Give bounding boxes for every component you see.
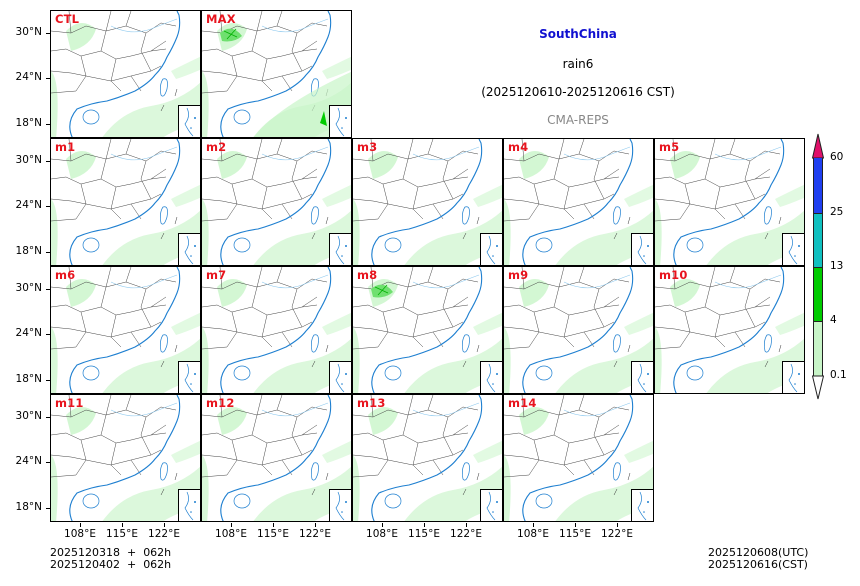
- valid-time-info: 2025120608(UTC) 2025120616(CST): [708, 546, 809, 571]
- panel-label: m12: [206, 396, 235, 410]
- panel-label: m4: [508, 140, 529, 154]
- panel-label: CTL: [55, 12, 80, 26]
- panel-label: m9: [508, 268, 529, 282]
- map-panel-m12: m12: [201, 394, 352, 522]
- panel-label: m3: [357, 140, 378, 154]
- panel-label: m5: [659, 140, 680, 154]
- x-tick-label: 122°E: [592, 523, 642, 540]
- colorbar-label-60: 60: [830, 151, 844, 163]
- chart-subtitle-source: CMA-REPS: [547, 113, 609, 127]
- panel-label: m11: [55, 396, 84, 410]
- panel-label: m14: [508, 396, 537, 410]
- y-tick-label: 24°N: [2, 455, 50, 467]
- south-china-sea-inset: [631, 361, 653, 393]
- south-china-sea-inset: [782, 361, 804, 393]
- x-tick-label: 122°E: [441, 523, 491, 540]
- colorbar-seg-25-60: [814, 158, 822, 213]
- colorbar-label-0.1: 0.1: [830, 369, 847, 381]
- map-panel-m10: m10: [654, 266, 805, 394]
- init-line-1: 2025120318 + 062h: [50, 546, 172, 559]
- panel-label: MAX: [206, 12, 236, 26]
- south-china-sea-inset: [480, 489, 502, 521]
- panel-label: m1: [55, 140, 76, 154]
- y-tick-label: 18°N: [2, 501, 50, 513]
- panel-label: m13: [357, 396, 386, 410]
- y-tick-label: 30°N: [2, 282, 50, 294]
- panel-label: m10: [659, 268, 688, 282]
- y-tick-label: 24°N: [2, 199, 50, 211]
- y-tick-label: 30°N: [2, 26, 50, 38]
- map-panel-m4: m4: [503, 138, 654, 266]
- map-panel-m6: m6: [50, 266, 201, 394]
- x-tick-label: 108°E: [357, 523, 407, 540]
- init-time-info: 2025120318 + 062h 2025120402 + 062h: [50, 547, 171, 571]
- panel-label: m6: [55, 268, 76, 282]
- map-panel-m11: m11: [50, 394, 201, 522]
- x-tick-label: 122°E: [290, 523, 340, 540]
- colorbar-under-arrow: [812, 375, 824, 400]
- colorbar-label-4: 4: [830, 314, 837, 326]
- map-panel-max: MAX: [201, 10, 352, 138]
- south-china-sea-inset: [631, 233, 653, 265]
- map-panel-m14: m14: [503, 394, 654, 522]
- x-tick-label: 115°E: [97, 523, 147, 540]
- x-tick-label: 122°E: [139, 523, 189, 540]
- map-panel-m9: m9: [503, 266, 654, 394]
- x-tick-label: 115°E: [248, 523, 298, 540]
- x-tick-label: 108°E: [55, 523, 105, 540]
- colorbar-seg-0.1-4: [814, 321, 822, 376]
- chart-title-period: (2025120610-2025120616 CST): [481, 85, 675, 99]
- colorbar-body: [813, 158, 823, 376]
- valid-utc: 2025120608(UTC): [708, 546, 809, 559]
- map-panel-m2: m2: [201, 138, 352, 266]
- south-china-sea-inset: [480, 233, 502, 265]
- south-china-sea-inset: [329, 233, 351, 265]
- colorbar-over-arrow: [812, 133, 824, 159]
- colorbar-seg-4-13: [814, 267, 822, 321]
- valid-cst: 2025120616(CST): [708, 558, 808, 571]
- y-tick-label: 18°N: [2, 117, 50, 129]
- south-china-sea-inset: [329, 489, 351, 521]
- map-panel-ctl: CTL: [50, 10, 201, 138]
- map-panel-m3: m3: [352, 138, 503, 266]
- colorbar-label-25: 25: [830, 206, 844, 218]
- chart-title-variable: rain6: [562, 57, 594, 71]
- south-china-sea-inset: [178, 105, 200, 137]
- map-m8: [353, 267, 502, 393]
- panel-label: m8: [357, 268, 378, 282]
- y-tick-label: 30°N: [2, 410, 50, 422]
- x-tick-label: 115°E: [399, 523, 449, 540]
- south-china-sea-inset: [178, 361, 200, 393]
- chart-title-region: SouthChina: [539, 27, 617, 41]
- south-china-sea-inset: [329, 105, 351, 137]
- panel-label: m7: [206, 268, 227, 282]
- south-china-sea-inset: [178, 489, 200, 521]
- panel-label: m2: [206, 140, 227, 154]
- x-tick-label: 108°E: [508, 523, 558, 540]
- south-china-sea-inset: [480, 361, 502, 393]
- y-tick-label: 30°N: [2, 154, 50, 166]
- south-china-sea-inset: [329, 361, 351, 393]
- map-panel-m13: m13: [352, 394, 503, 522]
- y-tick-label: 24°N: [2, 327, 50, 339]
- y-tick-label: 18°N: [2, 245, 50, 257]
- y-tick-label: 24°N: [2, 71, 50, 83]
- map-panel-m5: m5: [654, 138, 805, 266]
- south-china-sea-inset: [178, 233, 200, 265]
- init-line-2: 2025120402 + 062h: [50, 558, 172, 571]
- x-tick-label: 115°E: [550, 523, 600, 540]
- colorbar-label-13: 13: [830, 260, 844, 272]
- south-china-sea-inset: [782, 233, 804, 265]
- map-panel-m1: m1: [50, 138, 201, 266]
- map-panel-m8: m8: [352, 266, 503, 394]
- map-max: [202, 11, 351, 137]
- y-tick-label: 18°N: [2, 373, 50, 385]
- x-tick-label: 108°E: [206, 523, 256, 540]
- map-panel-m7: m7: [201, 266, 352, 394]
- south-china-sea-inset: [631, 489, 653, 521]
- colorbar-seg-13-25: [814, 213, 822, 267]
